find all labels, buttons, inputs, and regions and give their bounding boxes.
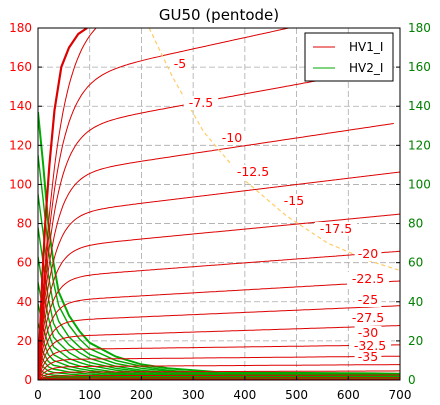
curve-label: -32.5 — [354, 338, 386, 353]
legend-label-hv1: HV1_I — [349, 40, 383, 54]
curve-label-bg — [183, 96, 219, 110]
tick-label-right: 180 — [408, 21, 431, 35]
curve-label-bg — [354, 350, 382, 364]
tick-label-right: 40 — [408, 295, 423, 309]
chart-title: GU50 (pentode) — [159, 6, 279, 24]
legend: HV1_I HV2_I — [304, 32, 394, 82]
tick-label-left: 120 — [9, 138, 32, 152]
tick-label-left: 0 — [24, 373, 32, 387]
legend-box — [304, 32, 394, 82]
tick-label-left: 140 — [9, 99, 32, 113]
hv2-curve — [38, 282, 220, 377]
hv2-curve — [38, 227, 220, 376]
curve-label: -20 — [358, 246, 378, 261]
hv2-curve-tail — [218, 371, 400, 375]
tick-label-x: 0 — [34, 388, 42, 402]
curve-label-bg — [347, 311, 389, 325]
tick-label-right: 0 — [408, 373, 416, 387]
curve-label-bg — [232, 165, 274, 179]
hv1-curve — [38, 250, 400, 380]
tick-label-right: 120 — [408, 138, 431, 152]
right-axis: 0 20 40 60 80 100 120 140 160 180 — [396, 21, 431, 387]
tick-label-left: 20 — [17, 334, 32, 348]
hv2-curve — [38, 155, 220, 375]
hv2-curve — [38, 112, 220, 374]
tick-label-x: 600 — [337, 388, 360, 402]
hv1-series — [38, 28, 400, 380]
curve-label-bg — [347, 272, 389, 286]
curve-label: -35 — [358, 349, 378, 364]
tick-label-x: 200 — [130, 388, 153, 402]
legend-label-hv2: HV2_I — [349, 61, 383, 75]
tick-label-x: 300 — [182, 388, 205, 402]
curve-label-bg — [349, 339, 391, 353]
tick-label-x: 700 — [389, 388, 412, 402]
hv1-curve — [38, 374, 400, 380]
curve-label-bg — [354, 326, 382, 340]
hv1-curve — [38, 305, 400, 380]
hv1-curve — [38, 370, 400, 380]
hv1-curve — [38, 344, 400, 380]
x-axis: 0 100 200 300 400 500 600 700 — [34, 376, 411, 402]
tick-label-x: 100 — [78, 388, 101, 402]
curve-label: -5 — [174, 56, 186, 71]
curve-label: -22.5 — [352, 271, 384, 286]
hv1-curve — [38, 325, 400, 380]
curve-label-bg — [280, 194, 308, 208]
hv1-curve — [38, 28, 291, 380]
plot-frame — [37, 27, 401, 381]
tick-label-left: 40 — [17, 295, 32, 309]
tick-label-left: 160 — [9, 60, 32, 74]
tick-label-right: 160 — [408, 60, 431, 74]
tick-label-x: 500 — [285, 388, 308, 402]
tick-label-right: 100 — [408, 177, 431, 191]
tick-label-right: 60 — [408, 256, 423, 270]
hv1-curve — [38, 171, 400, 380]
hv1-curve — [38, 364, 400, 380]
curve-label: -27.5 — [352, 310, 384, 325]
hv1-curve — [38, 378, 400, 380]
tick-label-right: 80 — [408, 217, 423, 231]
curve-label-bg — [315, 222, 357, 236]
hv1-curve — [38, 280, 400, 380]
curve-label: -7.5 — [189, 95, 213, 110]
curve-label-bg — [354, 293, 382, 307]
curve-label: -17.5 — [320, 221, 352, 236]
tick-label-left: 80 — [17, 217, 32, 231]
curve-label: -30 — [358, 325, 378, 340]
tick-label-left: 100 — [9, 177, 32, 191]
tick-label-left: 60 — [17, 256, 32, 270]
tick-label-right: 20 — [408, 334, 423, 348]
left-axis: 0 20 40 60 80 100 120 140 160 180 — [9, 21, 42, 387]
curve-labels: -5-7.5-10-12.5-15-17.5-20-22.5-25-27.5-3… — [170, 56, 391, 364]
tick-label-left: 180 — [9, 21, 32, 35]
curve-label: -10 — [222, 130, 242, 145]
hv1-curve — [38, 28, 97, 380]
hv1-curve — [38, 213, 400, 380]
hv1-curve — [38, 355, 400, 380]
tick-label-x: 400 — [233, 388, 256, 402]
hv1-max-curve — [38, 28, 88, 380]
hv1-curve — [38, 123, 394, 380]
curve-label: -12.5 — [237, 164, 269, 179]
curve-label-bg — [354, 247, 382, 261]
curve-label: -25 — [358, 292, 378, 307]
tick-label-right: 140 — [408, 99, 431, 113]
hv2-series — [38, 112, 400, 380]
curve-label-bg — [170, 57, 190, 71]
curve-label: -15 — [284, 193, 304, 208]
curve-label-bg — [218, 131, 246, 145]
hv1-curve — [38, 377, 400, 380]
